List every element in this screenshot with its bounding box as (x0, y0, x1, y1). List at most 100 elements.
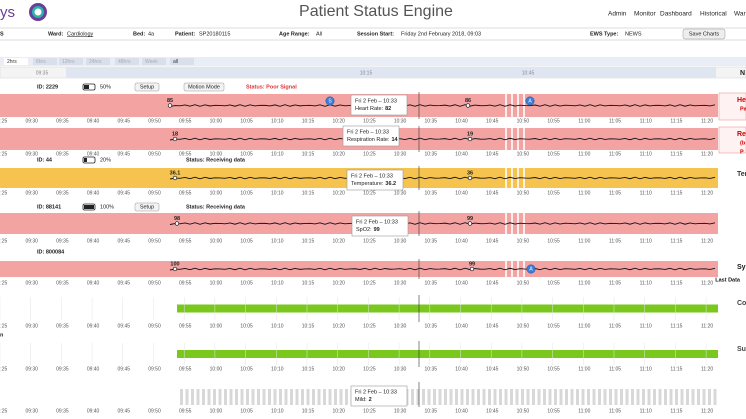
level-bar (427, 389, 431, 405)
data-point (467, 175, 473, 181)
time-tick-label: 10:55 (547, 151, 560, 157)
level-bar (565, 389, 568, 405)
time-tick-label: 10:10 (271, 190, 284, 196)
time-tick-label: 11:10 (640, 238, 652, 244)
time-tick-label: 10:45 (486, 190, 499, 196)
range-label: all (173, 59, 178, 65)
level-bar (713, 389, 717, 405)
time-tick-label: 11:05 (609, 280, 621, 286)
time-tick-label: 11:00 (578, 366, 590, 372)
time-tick-label: 10:35 (425, 366, 438, 372)
side-label: Systo (737, 264, 746, 271)
time-tick-label: 09:25 (0, 190, 7, 196)
tooltip-time: Fri 2 Feb – 10:33 (351, 173, 393, 179)
time-tick-label: 09:25 (0, 408, 7, 414)
time-tick-label: 09:45 (118, 366, 131, 372)
tooltip-label: Mild: (355, 397, 367, 403)
time-tick-label: 10:15 (302, 280, 315, 286)
range-tab[interactable] (142, 58, 166, 65)
badge[interactable] (526, 264, 536, 274)
level-bar (548, 389, 552, 405)
side-label: Suppler (737, 346, 746, 353)
level-bar (642, 389, 645, 405)
level-bar (295, 389, 299, 405)
nav-link[interactable]: Monitor (634, 11, 657, 18)
level-bar (488, 389, 491, 405)
time-tick-label: 10:45 (486, 408, 499, 414)
range-tab[interactable] (33, 58, 57, 65)
time-tick-label: 09:40 (87, 190, 100, 196)
level-bar (301, 389, 304, 405)
time-tick-label: 11:05 (609, 366, 621, 372)
range-tab[interactable] (115, 58, 139, 65)
time-tick-label: 10:55 (547, 408, 560, 414)
data-label: 36.1 (170, 170, 181, 176)
time-tick-label: 09:35 (56, 366, 69, 372)
setup-button[interactable] (134, 202, 160, 212)
nav-link[interactable]: Historical (700, 11, 727, 18)
level-bar (240, 389, 244, 405)
level-bar (482, 389, 486, 405)
time-tick-label: 10:05 (240, 238, 253, 244)
nav-link[interactable]: Admin (608, 11, 627, 18)
tooltip (350, 94, 408, 116)
range-tab[interactable] (4, 58, 28, 65)
time-tick-label: 09:55 (179, 118, 192, 124)
device-id: ID: 88141 (37, 204, 61, 210)
time-tick-label: 09:45 (118, 280, 131, 286)
time-tick-label: 09:40 (87, 280, 100, 286)
level-bar (229, 389, 233, 405)
gap-stripe (505, 261, 507, 277)
time-tick-label: 11:15 (670, 118, 682, 124)
time-tick-label: 10:20 (332, 323, 345, 329)
time-tick-label: 11:15 (670, 151, 682, 157)
mode-button[interactable] (183, 82, 225, 92)
level-bar (262, 389, 266, 405)
data-point (467, 136, 473, 142)
time-tick-label: 09:50 (148, 238, 161, 244)
button-label: Save Charts (689, 31, 720, 37)
info-value: NEWS (625, 31, 642, 37)
device-status: Status: Poor Signal (246, 84, 297, 90)
level-bar (323, 389, 326, 405)
time-tick-label: 10:55 (547, 118, 560, 124)
time-tick-label: 09:55 (179, 366, 192, 372)
level-bar (345, 389, 348, 405)
time-tick-label: 10:40 (455, 238, 468, 244)
data-label: 99 (469, 261, 475, 267)
time-tick-label: 10:50 (517, 323, 530, 329)
time-tick-label: 09:55 (179, 190, 192, 196)
time-tick-label: 10:40 (455, 366, 468, 372)
time-tick-label: 10:30 (394, 190, 407, 196)
nav-link[interactable]: Dashboard (660, 11, 692, 18)
level-bar (191, 389, 194, 405)
time-tick-label: 10:45 (486, 323, 499, 329)
side-panel (718, 92, 746, 121)
data-label: 98 (174, 216, 180, 222)
badge[interactable] (325, 96, 335, 106)
time-tick-label: 10:00 (210, 118, 223, 124)
tooltip-time: Fri 2 Feb – 10:33 (355, 389, 397, 395)
time-tick-label: 11:15 (670, 190, 682, 196)
level-bar (532, 389, 535, 405)
info-value: 4a (148, 31, 155, 37)
setup-button[interactable] (134, 82, 160, 92)
time-tick-label: 10:00 (210, 366, 223, 372)
time-tick-label: 11:15 (670, 238, 682, 244)
time-tick-label: 09:50 (148, 151, 161, 157)
logo-mark-center (34, 8, 42, 16)
time-tick-label: 09:45 (118, 238, 131, 244)
save-button[interactable] (682, 28, 726, 40)
info-value: SP20180115 (199, 31, 230, 37)
time-tick-label: 10:05 (240, 323, 253, 329)
badge[interactable] (525, 96, 535, 106)
nav-link[interactable]: War (734, 11, 746, 18)
time-tick-label: 10:15 (302, 190, 315, 196)
data-point (467, 221, 473, 226)
range-tab[interactable] (86, 58, 110, 65)
range-tab[interactable] (170, 58, 194, 65)
level-bar (493, 389, 497, 405)
range-tab[interactable] (59, 58, 83, 65)
data-point (172, 175, 178, 181)
